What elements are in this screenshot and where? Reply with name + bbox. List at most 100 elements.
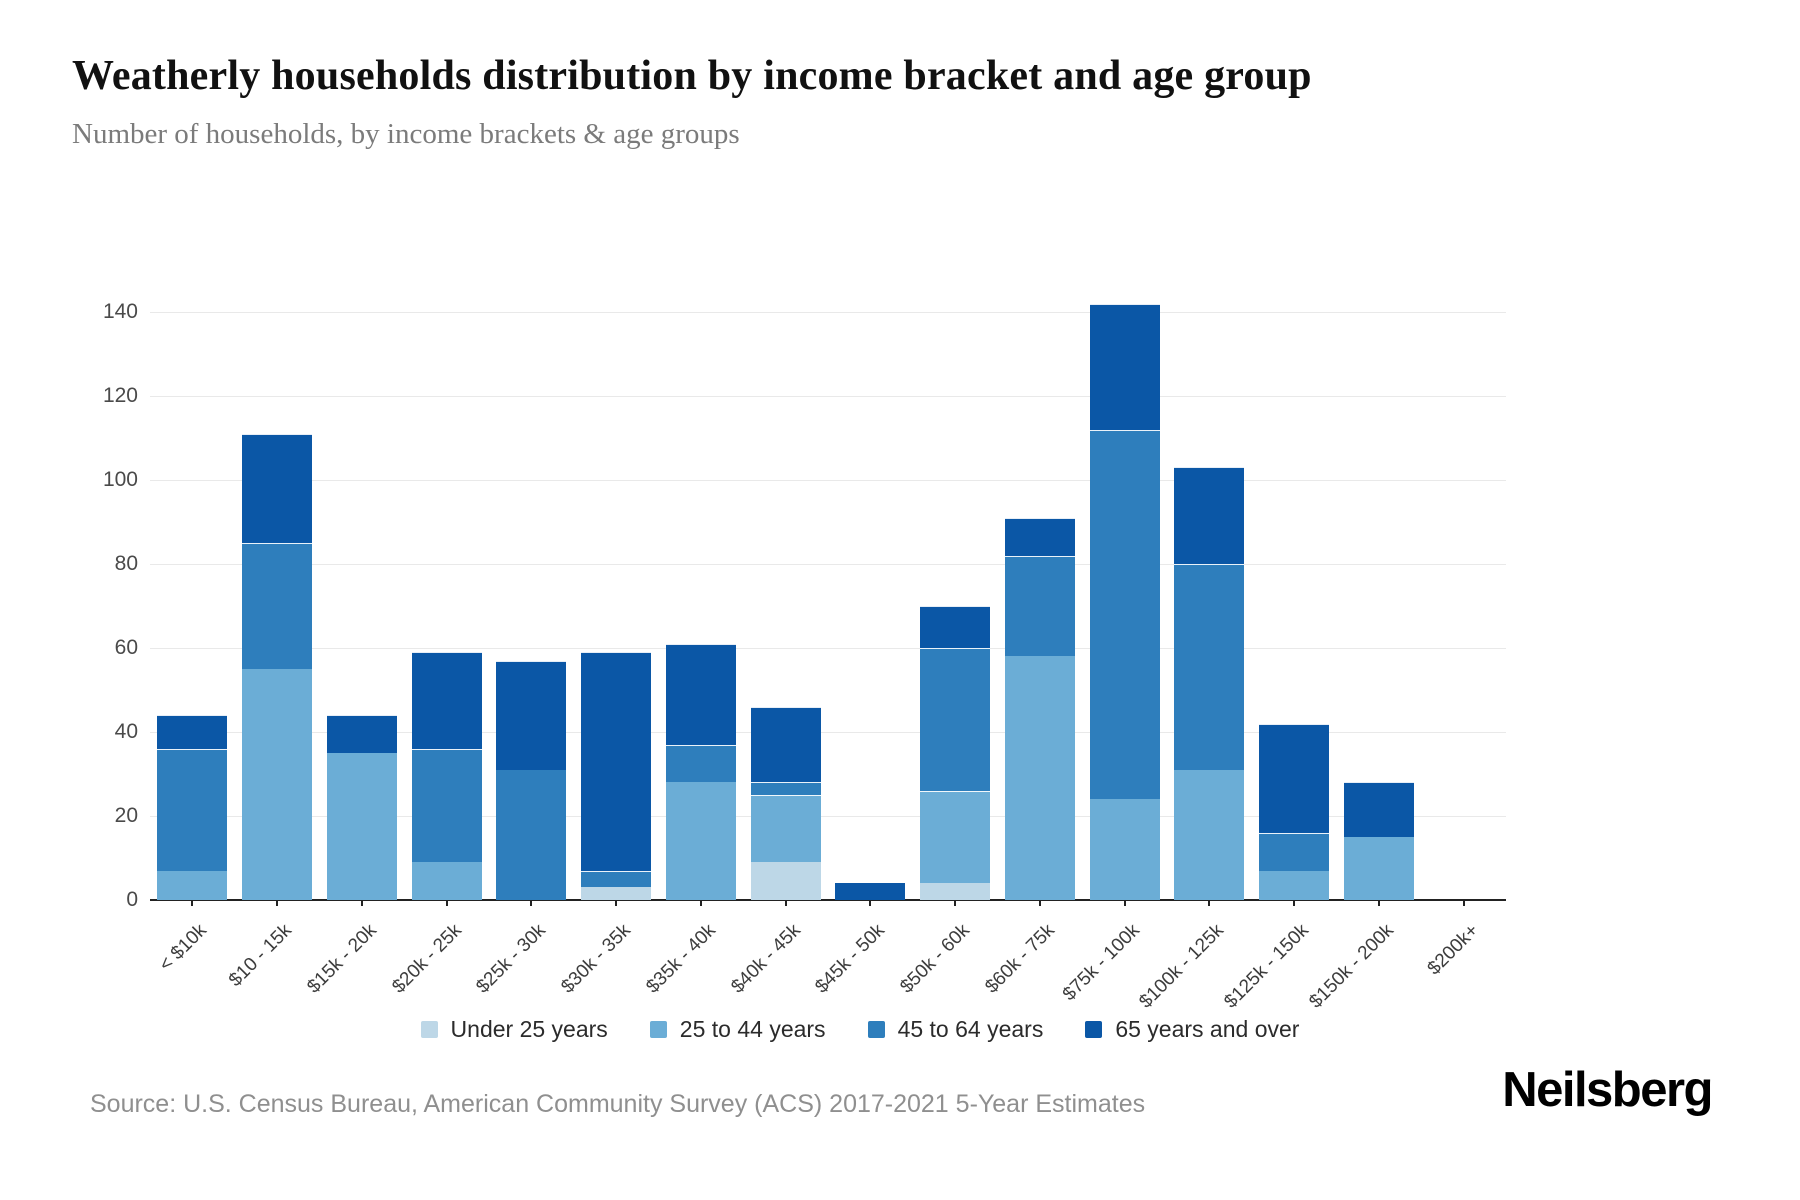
- bar-segment[interactable]: [411, 748, 482, 863]
- x-tick-label: $125k - 150k: [1220, 920, 1313, 1013]
- y-tick-label: 0: [126, 888, 138, 911]
- x-axis-tick: [191, 900, 194, 906]
- bar-segment[interactable]: [1343, 837, 1414, 900]
- bar-segment[interactable]: [1004, 555, 1075, 657]
- x-axis-tick: [445, 900, 448, 906]
- bar-segment[interactable]: [326, 715, 397, 753]
- legend-swatch: [1085, 1021, 1103, 1038]
- bar-$15k - 20k: [326, 270, 397, 900]
- bar-$100k - 125k: [1174, 270, 1245, 900]
- bar-segment[interactable]: [1004, 517, 1075, 556]
- x-tick-label: < $10k: [155, 920, 212, 976]
- bar-segment[interactable]: [1174, 467, 1245, 564]
- bar-segment[interactable]: [326, 753, 397, 900]
- bar-segment[interactable]: [750, 862, 821, 900]
- bar-$30k - 35k: [581, 270, 652, 900]
- bar-segment[interactable]: [1174, 769, 1245, 900]
- bar-segment[interactable]: [920, 606, 991, 648]
- bar-$125k - 150k: [1259, 270, 1330, 900]
- bar-segment[interactable]: [1259, 870, 1330, 900]
- bar-segment[interactable]: [1089, 799, 1160, 900]
- x-axis-tick: [1208, 900, 1211, 906]
- bar-$40k - 45k: [750, 270, 821, 900]
- bar-segment[interactable]: [157, 870, 228, 900]
- bar-segment[interactable]: [665, 782, 736, 900]
- bar-segment[interactable]: [920, 648, 991, 791]
- gridline-120: [150, 396, 1506, 397]
- x-axis-tick: [1462, 900, 1465, 906]
- source-note: Source: U.S. Census Bureau, American Com…: [90, 1090, 1146, 1118]
- bar-$60k - 75k: [1004, 270, 1075, 900]
- bar-segment[interactable]: [920, 883, 991, 900]
- x-tick-label: $60k - 75k: [981, 920, 1059, 998]
- bar-segment[interactable]: [242, 433, 313, 543]
- bar-$45k - 50k: [835, 270, 906, 900]
- bar-segment[interactable]: [242, 543, 313, 669]
- bar-segment[interactable]: [1004, 656, 1075, 900]
- y-tick-label: 80: [114, 552, 138, 575]
- bar-segment[interactable]: [1259, 832, 1330, 871]
- legend-label: 65 years and over: [1115, 1016, 1300, 1042]
- legend-item-under-25-years[interactable]: Under 25 years: [420, 1016, 608, 1043]
- legend-label: 45 to 64 years: [897, 1016, 1044, 1042]
- gridline-80: [150, 564, 1506, 565]
- bar-segment[interactable]: [411, 862, 482, 900]
- bar-segment[interactable]: [920, 790, 991, 884]
- x-axis-tick: [615, 900, 618, 906]
- bar-segment[interactable]: [835, 883, 906, 900]
- x-axis-line: [150, 899, 1506, 901]
- y-tick-label: 60: [114, 636, 138, 659]
- bar-segment[interactable]: [1089, 303, 1160, 430]
- bar-$20k - 25k: [411, 270, 482, 900]
- x-tick-label: $75k - 100k: [1058, 920, 1144, 1006]
- x-tick-label: $150k - 200k: [1305, 920, 1398, 1013]
- bar-$35k - 40k: [665, 270, 736, 900]
- bar-segment[interactable]: [581, 887, 652, 900]
- bar-segment[interactable]: [750, 782, 821, 795]
- bar-segment[interactable]: [411, 652, 482, 749]
- bar-segment[interactable]: [157, 748, 228, 871]
- bar-segment[interactable]: [750, 706, 821, 783]
- legend-swatch: [867, 1021, 885, 1038]
- bar-$75k - 100k: [1089, 270, 1160, 900]
- bar-segment[interactable]: [665, 744, 736, 783]
- x-tick-label: $45k - 50k: [811, 920, 890, 998]
- legend-item-65-years-and-over[interactable]: 65 years and over: [1085, 1016, 1299, 1043]
- x-axis-tick: [869, 900, 872, 906]
- bar-segment[interactable]: [1089, 429, 1160, 800]
- bar-segment[interactable]: [581, 652, 652, 871]
- bar-$50k - 60k: [920, 270, 991, 900]
- y-tick-label: 120: [102, 384, 138, 407]
- bar-segment[interactable]: [1259, 723, 1330, 833]
- x-tick-label: $35k - 40k: [642, 920, 720, 998]
- x-tick-label: $40k - 45k: [726, 920, 805, 998]
- gridline-100: [150, 480, 1506, 481]
- y-tick-label: 40: [114, 720, 138, 743]
- x-axis-tick: [954, 900, 957, 906]
- x-axis-tick: [360, 900, 363, 906]
- x-tick-label: $30k - 35k: [557, 920, 635, 998]
- bar-segment[interactable]: [157, 715, 228, 749]
- x-tick-label: $200k+: [1423, 920, 1483, 980]
- legend-label: Under 25 years: [450, 1016, 608, 1042]
- x-tick-label: $50k - 60k: [896, 920, 974, 998]
- bar-segment[interactable]: [496, 769, 567, 900]
- legend-item-45-to-64-years[interactable]: 45 to 64 years: [867, 1016, 1044, 1043]
- x-axis-tick: [784, 900, 787, 906]
- legend-swatch: [649, 1021, 667, 1038]
- bar-segment[interactable]: [581, 870, 652, 888]
- bar-segment[interactable]: [750, 795, 821, 863]
- bar-segment[interactable]: [665, 643, 736, 745]
- gridline-140: [150, 312, 1506, 313]
- bar-segment[interactable]: [1343, 782, 1414, 837]
- x-axis-tick: [699, 900, 702, 906]
- bar-segment[interactable]: [242, 669, 313, 900]
- x-tick-label: $100k - 125k: [1135, 920, 1229, 1013]
- bar-segment[interactable]: [496, 660, 567, 770]
- gridline-60: [150, 648, 1506, 649]
- legend-label: 25 to 44 years: [679, 1016, 826, 1042]
- bar-segment[interactable]: [1174, 564, 1245, 770]
- legend-item-25-to-44-years[interactable]: 25 to 44 years: [649, 1016, 826, 1043]
- x-axis-tick: [1293, 900, 1296, 906]
